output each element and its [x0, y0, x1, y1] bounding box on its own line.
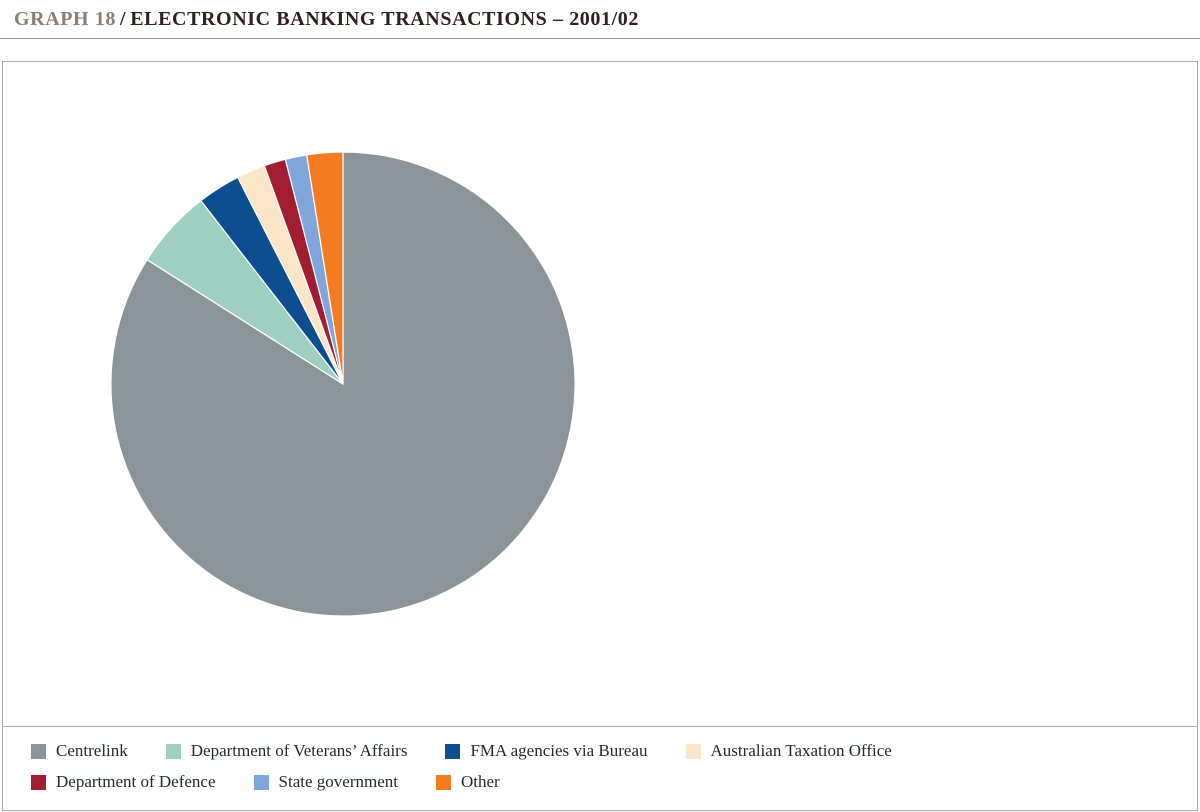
- legend-label: FMA agencies via Bureau: [470, 741, 648, 760]
- legend-label: Department of Defence: [56, 772, 216, 791]
- legend-item-centrelink: Centrelink: [31, 740, 128, 762]
- legend-row-1: Centrelink Department of Veterans’ Affair…: [31, 740, 1169, 762]
- graph-number-label: GRAPH 18: [14, 8, 117, 30]
- legend-item-department-of-veterans-affairs: Department of Veterans’ Affairs: [165, 740, 408, 762]
- legend-item-other: Other: [435, 771, 500, 793]
- pie-chart: [110, 151, 576, 617]
- legend-swatch-department-of-veterans-affairs: [165, 743, 181, 759]
- legend-label: Department of Veterans’ Affairs: [190, 741, 408, 760]
- chart-header: GRAPH 18/ELECTRONIC BANKING TRANSACTIONS…: [0, 0, 1200, 32]
- chart-panel: Centrelink Department of Veterans’ Affair…: [2, 61, 1198, 811]
- legend-swatch-other: [435, 774, 451, 790]
- legend-label: Other: [460, 772, 500, 791]
- legend-swatch-centrelink: [31, 743, 46, 759]
- legend-item-state-government: State government: [253, 771, 398, 793]
- legend-swatch-state-government: [253, 774, 269, 790]
- legend-item-fma-agencies-via-bureau: FMA agencies via Bureau: [445, 740, 648, 762]
- chart-title-text: ELECTRONIC BANKING TRANSACTIONS – 2001/0…: [130, 8, 639, 30]
- legend-row-2: Department of Defence State government Oth…: [31, 771, 1169, 793]
- legend-swatch-australian-taxation-office: [685, 743, 701, 759]
- legend-swatch-fma-agencies-via-bureau: [445, 743, 461, 759]
- legend-swatch-department-of-defence: [31, 774, 46, 790]
- page-title: GRAPH 18/ELECTRONIC BANKING TRANSACTIONS…: [14, 6, 1186, 32]
- legend-label: State government: [278, 772, 398, 791]
- legend-label: Centrelink: [56, 741, 128, 760]
- title-divider: [0, 38, 1200, 39]
- title-separator: /: [120, 8, 127, 30]
- legend-item-australian-taxation-office: Australian Taxation Office: [685, 740, 892, 762]
- legend-item-department-of-defence: Department of Defence: [31, 771, 216, 793]
- legend-label: Australian Taxation Office: [710, 741, 892, 760]
- chart-legend: Centrelink Department of Veterans’ Affair…: [3, 726, 1197, 793]
- pie-slice-other: [306, 151, 344, 385]
